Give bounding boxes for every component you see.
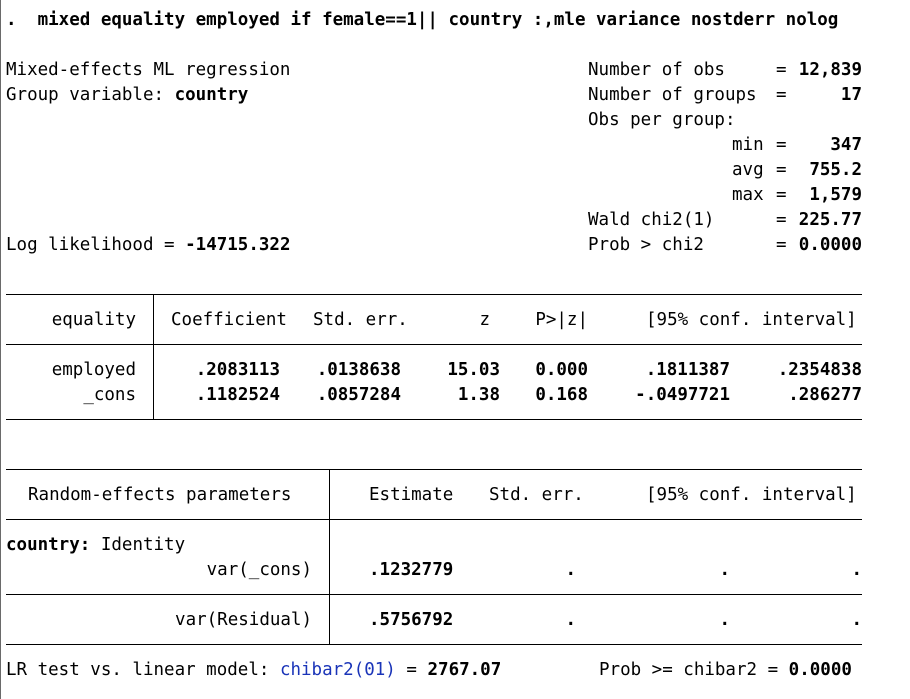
lr-test-line: LR test vs. linear model: chibar2(01) = … (6, 660, 501, 680)
cell-p: 0.168 (535, 385, 588, 405)
stat-label-max: max (732, 185, 764, 205)
lr-test-prob-line: Prob >= chibar2 = 0.0000 (599, 660, 852, 680)
fixed-effects-header-rule (6, 344, 862, 345)
re-cell-ci-high: . (851, 560, 862, 580)
stat-value-min: 347 (830, 135, 862, 155)
cell-coef: .1182524 (195, 385, 280, 405)
stat-label-wald: Wald chi2(1) (588, 210, 715, 230)
stat-value-nobs: 12,839 (798, 60, 862, 80)
group-variable-label: Group variable: (6, 85, 165, 105)
re-col-header-std-err: Std. err. (489, 485, 584, 505)
random-effects-top-rule (6, 469, 862, 470)
cell-ci-high: .2354838 (777, 360, 862, 380)
stat-value-avg: 755.2 (809, 160, 862, 180)
cell-z: 1.38 (457, 385, 500, 405)
group-variable-value: country (174, 85, 249, 105)
random-effects-row-rule (6, 594, 862, 595)
cell-ci-low: -.0497721 (635, 385, 730, 405)
stat-equals: = (776, 235, 787, 255)
lr-test-prob-label: Prob >= chibar2 = (599, 660, 779, 680)
stat-equals: = (776, 160, 787, 180)
cell-se: .0138638 (316, 360, 401, 380)
cell-coef: .2083113 (195, 360, 280, 380)
re-group-line: country: Identity (6, 535, 185, 555)
stat-label-obs-per-group: Obs per group: (588, 110, 736, 130)
stat-equals: = (776, 60, 787, 80)
re-row-name-var-residual: var(Residual) (175, 610, 312, 630)
col-header-conf-interval: [95% conf. interval] (646, 310, 857, 330)
log-likelihood-value: -14715.322 (185, 235, 291, 255)
group-variable-line: Group variable: country (6, 85, 248, 105)
log-likelihood-line: Log likelihood = -14715.322 (6, 235, 290, 255)
cell-se: .0857284 (316, 385, 401, 405)
re-group-label: country: (6, 535, 91, 555)
re-cell-se: . (565, 560, 576, 580)
lr-test-stat-value: 2767.07 (427, 660, 502, 680)
row-name-cons: _cons (83, 385, 136, 405)
model-title: Mixed-effects ML regression (6, 60, 291, 80)
stat-value-wald: 225.77 (798, 210, 862, 230)
col-header-coefficient: Coefficient (171, 310, 287, 330)
re-col-header-conf-interval: [95% conf. interval] (646, 485, 857, 505)
stat-label-min: min (732, 135, 764, 155)
col-header-z: z (479, 310, 490, 330)
re-cell-estimate: .5756792 (369, 610, 454, 630)
stat-equals: = (776, 85, 787, 105)
random-effects-bottom-rule (6, 644, 862, 645)
random-effects-header: Random-effects parameters (28, 485, 292, 505)
lr-test-label: LR test vs. linear model: (6, 660, 270, 680)
re-cell-ci-low: . (719, 610, 730, 630)
stat-label-prob-chi2: Prob > chi2 (588, 235, 704, 255)
re-group-structure: Identity (100, 535, 186, 555)
stat-label-avg: avg (732, 160, 764, 180)
fixed-effects-top-rule (6, 294, 862, 295)
cell-ci-low: .1811387 (645, 360, 730, 380)
re-cell-ci-low: . (719, 560, 730, 580)
stat-equals: = (776, 185, 787, 205)
fixed-effects-bottom-rule (6, 419, 862, 420)
cell-ci-high: .286277 (788, 385, 862, 405)
stat-value-prob-chi2: 0.0000 (798, 235, 862, 255)
col-header-std-err: Std. err. (313, 310, 408, 330)
window-left-border (0, 0, 1, 699)
random-effects-divider (329, 469, 330, 644)
lr-test-stat-label[interactable]: chibar2(01) (279, 660, 396, 680)
random-effects-header-rule (6, 519, 862, 520)
re-cell-estimate: .1232779 (369, 560, 454, 580)
col-header-pvalue: P>|z| (535, 310, 588, 330)
stat-label-ngroups: Number of groups (588, 85, 757, 105)
lr-test-prob-value: 0.0000 (788, 660, 852, 680)
re-row-name-var-cons: var(_cons) (206, 560, 312, 580)
stat-equals: = (776, 135, 787, 155)
command-line[interactable]: . mixed equality employed if female==1||… (6, 10, 839, 30)
cell-z: 15.03 (447, 360, 500, 380)
re-cell-ci-high: . (851, 610, 862, 630)
log-likelihood-label: Log likelihood = (6, 235, 175, 255)
stat-value-ngroups: 17 (840, 85, 862, 105)
lr-test-equals: = (406, 660, 417, 680)
re-col-header-estimate: Estimate (369, 485, 454, 505)
stat-label-nobs: Number of obs (588, 60, 725, 80)
re-cell-se: . (565, 610, 576, 630)
stat-equals: = (776, 210, 787, 230)
fixed-effects-divider (153, 294, 154, 419)
row-name-employed: employed (51, 360, 136, 380)
fixed-effects-depvar: equality (51, 310, 136, 330)
stat-value-max: 1,579 (809, 185, 862, 205)
cell-p: 0.000 (535, 360, 588, 380)
